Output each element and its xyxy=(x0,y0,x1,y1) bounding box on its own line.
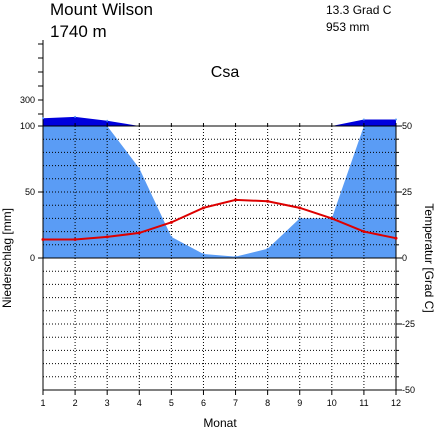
temperature-point xyxy=(169,220,173,224)
x-tick-label: 11 xyxy=(359,398,368,408)
x-tick-label: 1 xyxy=(40,398,45,408)
station-name: Mount Wilson xyxy=(50,0,153,19)
temperature-tick-label: 25 xyxy=(402,187,412,197)
precipitation-point xyxy=(266,247,269,250)
temperature-point xyxy=(201,206,205,210)
precipitation-point xyxy=(395,118,397,121)
y-axis-right-label: Temperatur [Grad C] xyxy=(422,203,436,312)
precipitation-point xyxy=(138,167,141,170)
station-elevation: 1740 m xyxy=(50,22,107,41)
temperature-point xyxy=(234,198,238,202)
temperature-point xyxy=(362,230,366,234)
precipitation-tick-label: 100 xyxy=(20,121,35,131)
temperature-tick-label: 50 xyxy=(402,121,412,131)
temperature-point xyxy=(105,235,109,239)
precipitation-point xyxy=(202,253,205,256)
precipitation-point xyxy=(298,217,301,220)
temperature-point xyxy=(73,238,77,242)
x-tick-label: 3 xyxy=(105,398,110,408)
precipitation-point xyxy=(362,118,365,121)
climate-class-label: Csa xyxy=(211,64,240,81)
temperature-line xyxy=(43,198,397,241)
temperature-point xyxy=(298,206,302,210)
precipitation-point xyxy=(74,115,77,118)
precipitation-tick-label: 300 xyxy=(20,95,35,105)
precipitation-point xyxy=(42,117,44,120)
x-tick-label: 10 xyxy=(327,398,337,408)
temperature-point xyxy=(137,231,141,235)
precipitation-point xyxy=(106,119,109,122)
temperature-point xyxy=(266,199,270,203)
temperature-tick-label: -25 xyxy=(402,319,415,329)
x-tick-label: 12 xyxy=(391,398,401,408)
data-marks xyxy=(41,115,398,258)
x-tick-label: 8 xyxy=(265,398,270,408)
temperature-tick-label: -50 xyxy=(402,385,415,395)
x-axis-label: Monat xyxy=(203,416,237,430)
mean-temperature: 13.3 Grad C xyxy=(326,3,392,17)
x-tick-label: 4 xyxy=(137,398,142,408)
x-tick-label: 6 xyxy=(201,398,206,408)
precipitation-tick-label: 50 xyxy=(25,187,35,197)
precipitation-tick-label: 0 xyxy=(30,253,35,263)
precipitation-point xyxy=(170,235,173,238)
temperature-point xyxy=(41,238,45,242)
precipitation-overflow-area xyxy=(43,116,396,126)
temperature-tick-label: 0 xyxy=(402,253,407,263)
y-axis-left-label: Niederschlag [mm] xyxy=(0,208,14,308)
temperature-point xyxy=(330,216,334,220)
temperature-point xyxy=(394,236,398,240)
precipitation-point xyxy=(234,255,237,258)
annual-precipitation: 953 mm xyxy=(326,20,369,34)
x-tick-label: 9 xyxy=(297,398,302,408)
precipitation-area xyxy=(43,126,396,258)
x-tick-label: 7 xyxy=(233,398,238,408)
x-tick-label: 5 xyxy=(169,398,174,408)
x-tick-label: 2 xyxy=(73,398,78,408)
